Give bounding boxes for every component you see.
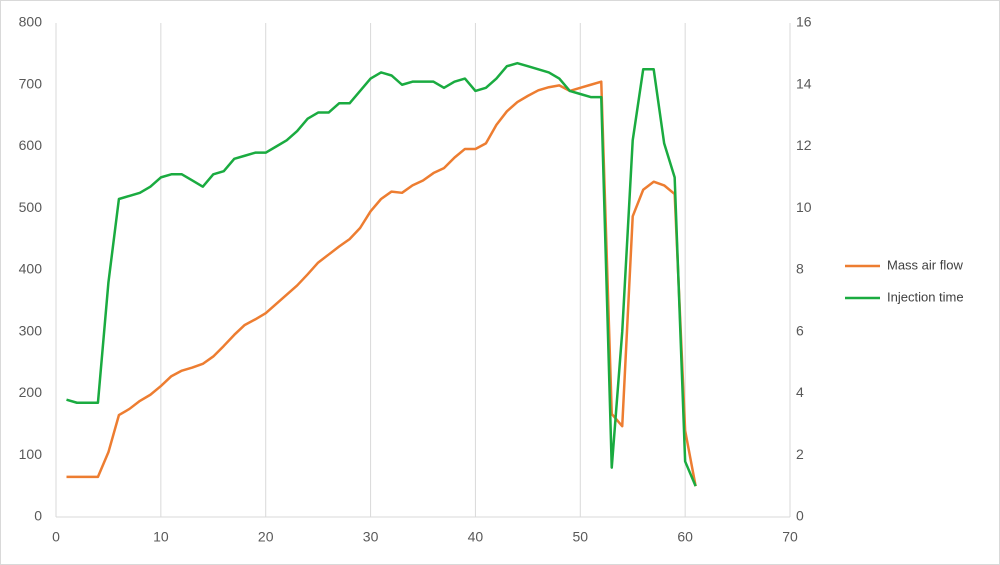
- y-tick-label: 800: [19, 14, 43, 30]
- x-tick-label: 10: [153, 529, 169, 545]
- y2-tick-label: 6: [796, 322, 804, 338]
- y-tick-label: 100: [19, 446, 43, 462]
- y2-tick-label: 16: [796, 14, 812, 30]
- x-tick-label: 0: [52, 529, 60, 545]
- y-tick-label: 200: [19, 384, 43, 400]
- y-tick-label: 700: [19, 75, 43, 91]
- y2-tick-label: 10: [796, 199, 812, 215]
- x-tick-label: 70: [782, 529, 798, 545]
- y2-tick-label: 14: [796, 75, 812, 91]
- y2-tick-label: 12: [796, 137, 812, 153]
- legend-label: Injection time: [887, 289, 964, 304]
- y-tick-label: 0: [34, 508, 42, 524]
- x-tick-label: 20: [258, 529, 274, 545]
- y-tick-label: 500: [19, 199, 43, 215]
- x-tick-label: 30: [363, 529, 379, 545]
- y-tick-label: 600: [19, 137, 43, 153]
- y-tick-label: 400: [19, 261, 43, 277]
- y2-tick-label: 4: [796, 384, 804, 400]
- y2-tick-label: 8: [796, 261, 804, 277]
- x-tick-label: 40: [468, 529, 484, 545]
- data-line: [66, 80, 697, 487]
- legend: Mass air flow Injection time: [845, 257, 964, 304]
- y2-tick-label: 0: [796, 508, 804, 524]
- legend-label: Mass air flow: [887, 257, 963, 272]
- y-tick-label: 300: [19, 322, 43, 338]
- x-tick-label: 50: [572, 529, 588, 545]
- x-tick-label: 60: [677, 529, 693, 545]
- data-line: [66, 61, 697, 487]
- y2-tick-label: 2: [796, 446, 804, 462]
